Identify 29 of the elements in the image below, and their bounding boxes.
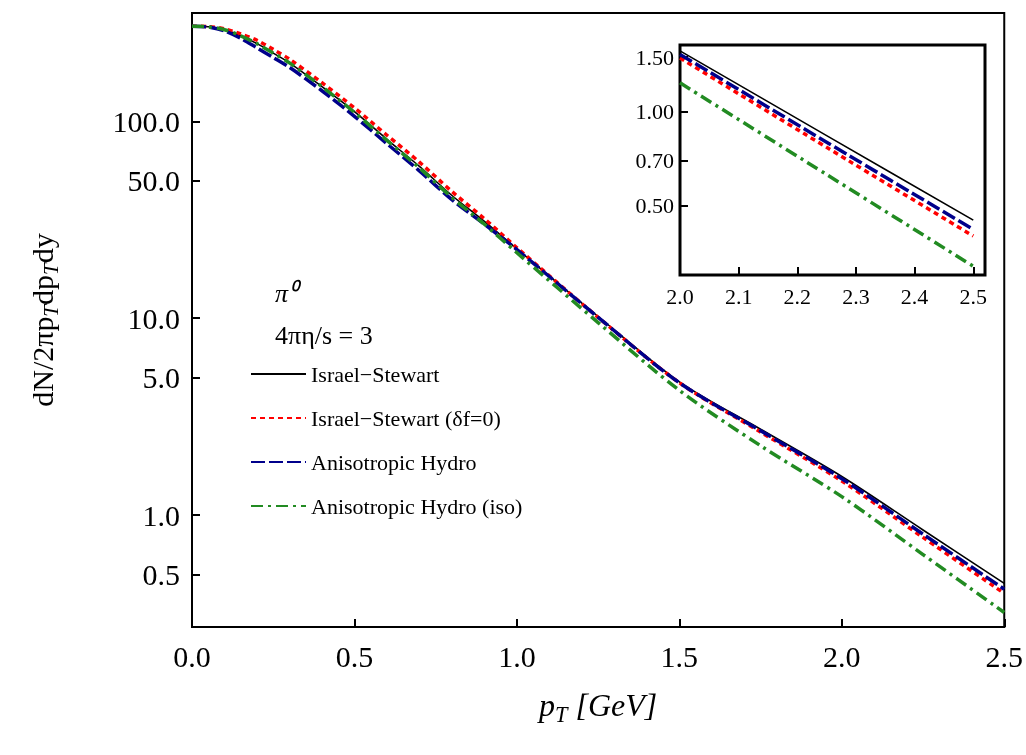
x-tick-label: 2.0 xyxy=(823,639,861,673)
legend-label: Anisotropic Hydro xyxy=(311,449,477,475)
x-tick-label: 0.0 xyxy=(173,639,211,673)
x-tick-label: 2.3 xyxy=(842,283,870,309)
legend-label: Israel−Stewart xyxy=(311,361,440,387)
y-tick-label: 1.00 xyxy=(635,99,674,125)
x-tick-label: 2.5 xyxy=(985,639,1023,673)
x-tick-label: 2.5 xyxy=(959,283,988,309)
y-tick-label: 0.50 xyxy=(635,193,674,219)
y-tick-label: 5.0 xyxy=(142,360,180,394)
y-tick-label: 10.0 xyxy=(127,301,180,335)
legend-label: Israel−Stewart (δf=0) xyxy=(311,405,501,431)
x-tick-label: 0.5 xyxy=(335,639,374,673)
legend-label: Anisotropic Hydro (iso) xyxy=(311,493,523,519)
annotation: π⁰ xyxy=(275,278,303,308)
y-tick-label: 0.5 xyxy=(142,557,180,591)
x-tick-label: 1.5 xyxy=(660,639,699,673)
y-tick-label: 100.0 xyxy=(112,104,180,138)
y-tick-label: 1.0 xyxy=(142,498,180,532)
y-axis-title: dN/2πpTdpTdy xyxy=(25,233,63,407)
x-tick-label: 2.2 xyxy=(783,283,812,309)
annotation: 4πη/s = 3 xyxy=(275,320,373,350)
x-tick-label: 2.1 xyxy=(724,283,753,309)
x-tick-label: 1.0 xyxy=(498,639,536,673)
y-tick-label: 0.70 xyxy=(635,147,674,173)
x-tick-label: 2.4 xyxy=(900,283,929,309)
y-tick-label: 50.0 xyxy=(127,164,180,198)
x-tick-label: 2.0 xyxy=(666,283,694,309)
y-tick-label: 1.50 xyxy=(635,44,674,70)
